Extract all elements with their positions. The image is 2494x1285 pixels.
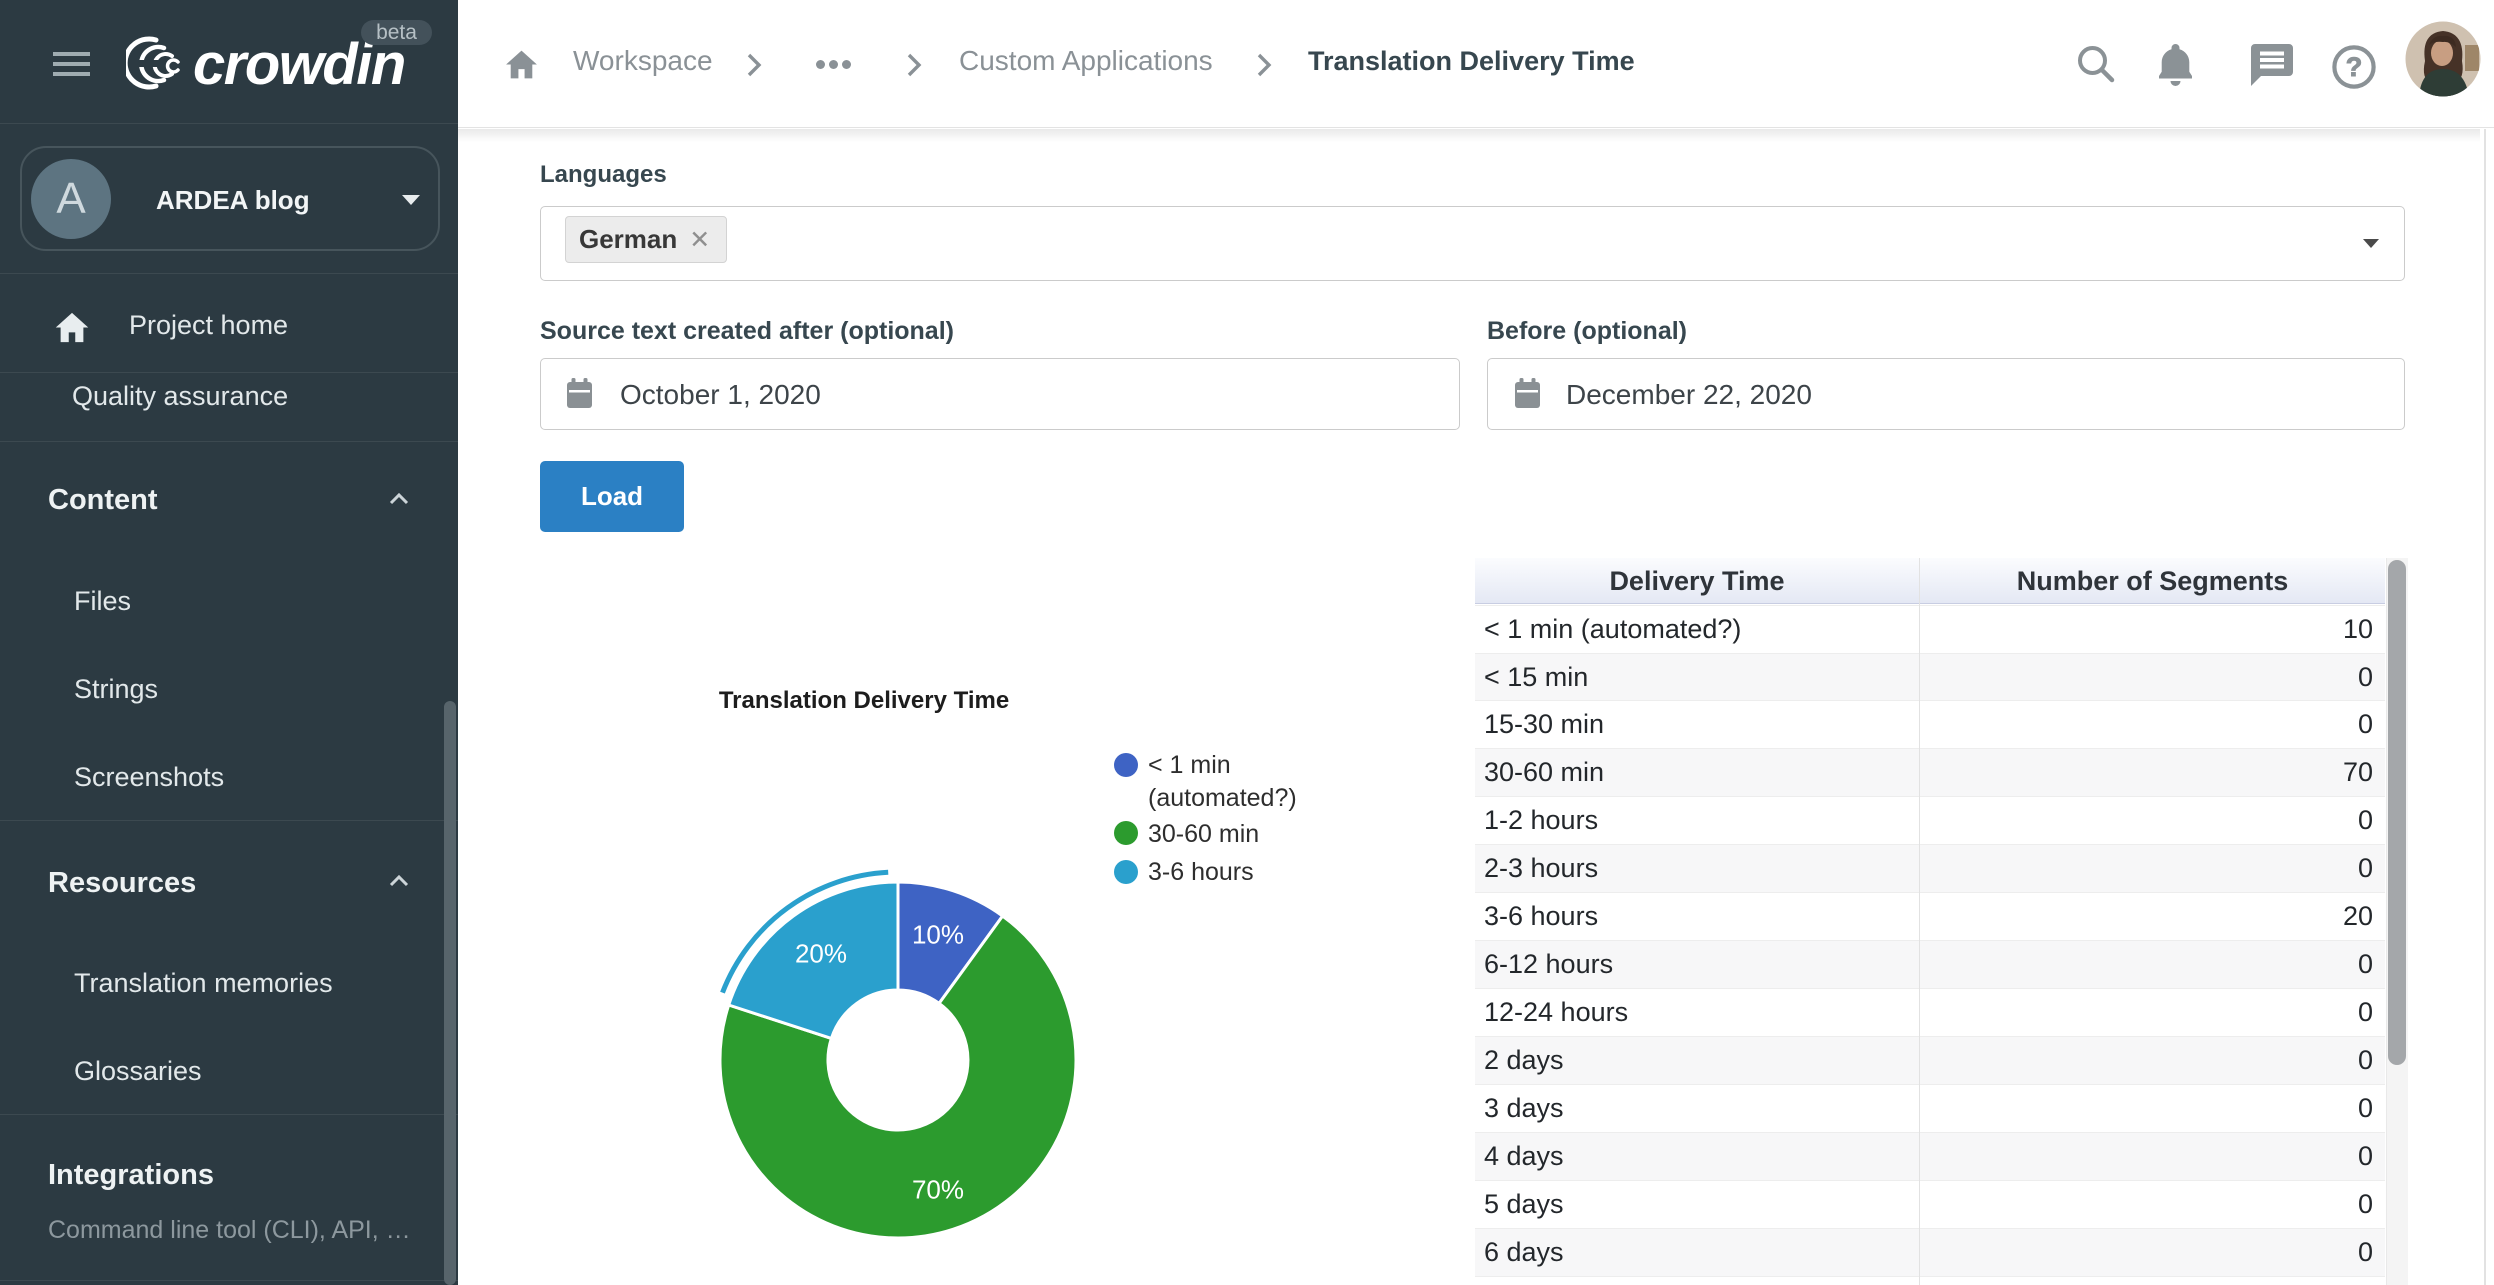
svg-text:?: ? xyxy=(2346,52,2363,82)
